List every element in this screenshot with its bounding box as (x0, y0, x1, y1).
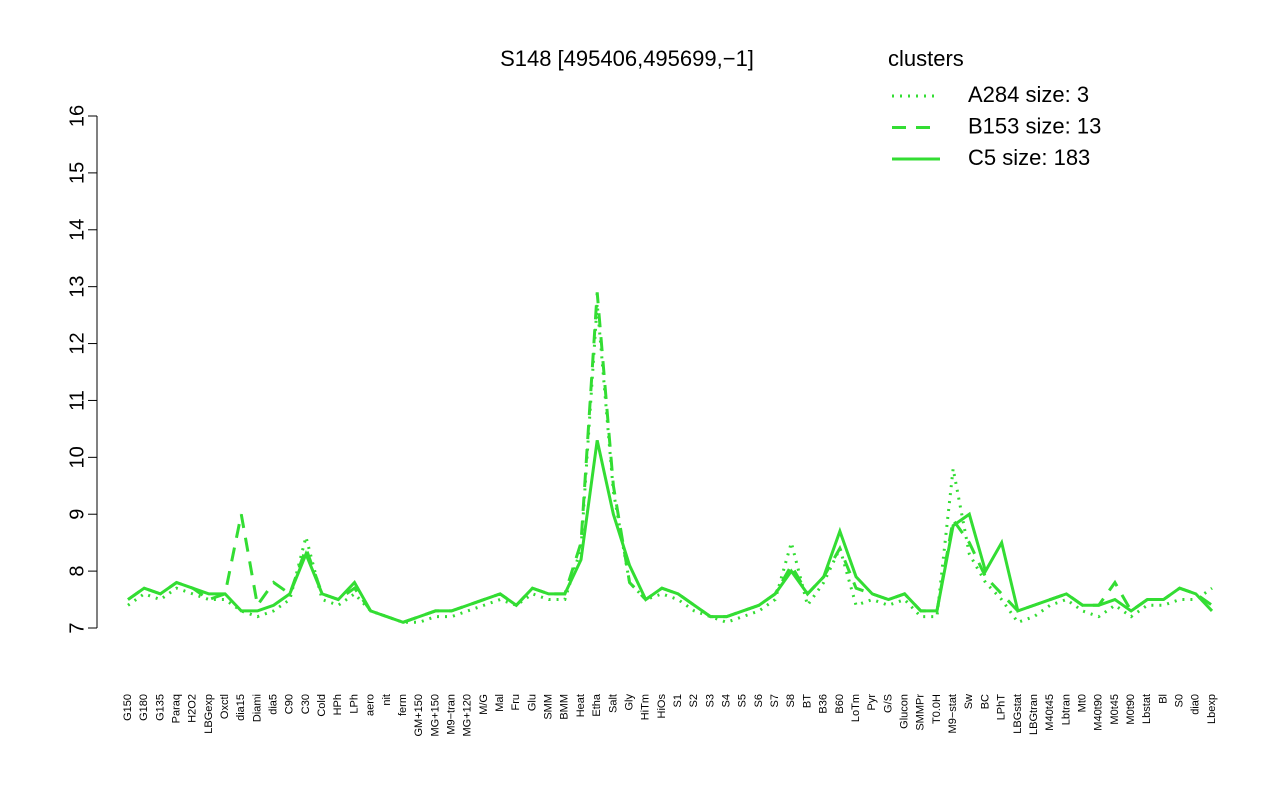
x-tick-label: M9−stat (947, 694, 959, 733)
x-tick-label: M/G (478, 694, 490, 715)
x-tick-label: Salt (607, 694, 619, 713)
x-tick-label: S5 (737, 694, 749, 707)
y-tick-label: 10 (66, 446, 88, 468)
x-tick-label: G180 (138, 694, 150, 721)
x-tick-label: G150 (122, 694, 134, 721)
y-tick-label: 13 (66, 276, 88, 298)
x-tick-label: SMMPr (915, 694, 927, 731)
x-tick-label: Oxctl (219, 694, 231, 719)
x-tick-label: S8 (785, 694, 797, 707)
x-tick-label: Mal (494, 694, 506, 712)
x-tick-label: M0t45 (1109, 694, 1121, 725)
legend-title: clusters (888, 46, 964, 71)
y-tick-label: 11 (66, 390, 88, 411)
y-tick-label: 8 (66, 566, 88, 577)
x-tick-label: Lbstat (1141, 694, 1153, 724)
x-tick-label: LBGstat (1012, 694, 1024, 734)
x-tick-label: LoTm (850, 694, 862, 722)
x-tick-label: BC (979, 694, 991, 709)
x-tick-label: Gly (623, 694, 635, 711)
x-tick-label: C90 (284, 694, 296, 714)
series-line (127, 439, 1214, 624)
x-tick-label: T0.0H (931, 694, 943, 724)
x-tick-label: dia0 (1190, 694, 1202, 715)
x-tick-label: M40t90 (1093, 694, 1105, 731)
x-tick-label: ferm (397, 694, 409, 716)
x-tick-label: nit (381, 694, 393, 706)
x-tick-label: Heat (575, 694, 587, 717)
series-line (127, 292, 1213, 624)
x-tick-label: LBGtran (1028, 694, 1040, 735)
x-tick-label: G/S (882, 694, 894, 713)
x-tick-label: Diami (251, 694, 263, 722)
x-tick-label: LBGexp (203, 694, 215, 734)
legend-label: C5 size: 183 (968, 145, 1090, 170)
x-tick-label: S4 (721, 694, 733, 707)
x-tick-label: Etha (591, 693, 603, 717)
legend-label: B153 size: 13 (968, 113, 1101, 138)
x-tick-label: Pyr (866, 694, 878, 711)
chart-title: S148 [495406,495699,−1] (500, 46, 754, 71)
x-tick-label: aero (365, 694, 377, 716)
series-line (127, 303, 1213, 625)
x-tick-label: S2 (688, 694, 700, 707)
x-tick-label: M40t45 (1044, 694, 1056, 731)
x-tick-label: Sw (963, 694, 975, 709)
y-tick-label: 12 (66, 332, 88, 354)
x-tick-label: HiTm (640, 694, 652, 720)
x-tick-label: GM+150 (413, 694, 425, 737)
y-tick-label: 15 (66, 162, 88, 184)
y-tick-label: 9 (66, 509, 88, 520)
y-tick-label: 16 (66, 105, 88, 127)
x-tick-label: S1 (672, 694, 684, 707)
x-tick-label: MG+150 (429, 694, 441, 737)
x-tick-label: BMM (559, 694, 571, 720)
x-tick-label: B36 (818, 694, 830, 714)
x-tick-label: S0 (1174, 694, 1186, 707)
x-tick-label: S6 (753, 694, 765, 707)
x-tick-label: M9−tran (445, 694, 457, 735)
x-tick-label: HiOs (656, 694, 668, 719)
x-tick-label: LPhT (996, 694, 1008, 721)
x-tick-label: M0t90 (1125, 694, 1137, 725)
y-tick-label: 14 (66, 219, 88, 241)
x-tick-label: Cold (316, 694, 328, 717)
x-tick-label: S7 (769, 694, 781, 707)
x-tick-label: BT (801, 694, 813, 708)
x-tick-label: MG+120 (462, 694, 474, 737)
x-tick-label: Bl (1157, 694, 1169, 704)
x-tick-label: Paraq (170, 694, 182, 723)
x-tick-label: LPh (348, 694, 360, 714)
x-tick-label: S3 (704, 694, 716, 707)
x-tick-label: SMM (543, 694, 555, 720)
x-tick-label: Glu (526, 694, 538, 711)
x-tick-label: HPh (332, 694, 344, 715)
x-tick-label: G135 (154, 694, 166, 721)
x-tick-label: Lbtran (1060, 694, 1072, 725)
y-tick-label: 7 (66, 622, 88, 633)
x-tick-label: dia5 (268, 694, 280, 715)
x-tick-label: Glucon (899, 694, 911, 729)
x-tick-label: H2O2 (187, 694, 199, 723)
x-tick-label: dia15 (235, 694, 247, 721)
x-tick-label: Lbexp (1206, 694, 1218, 724)
x-tick-label: C30 (300, 694, 312, 714)
x-tick-label: Mt0 (1076, 694, 1088, 712)
x-tick-label: B60 (834, 694, 846, 714)
legend-label: A284 size: 3 (968, 82, 1089, 107)
x-tick-label: Fru (510, 694, 522, 711)
